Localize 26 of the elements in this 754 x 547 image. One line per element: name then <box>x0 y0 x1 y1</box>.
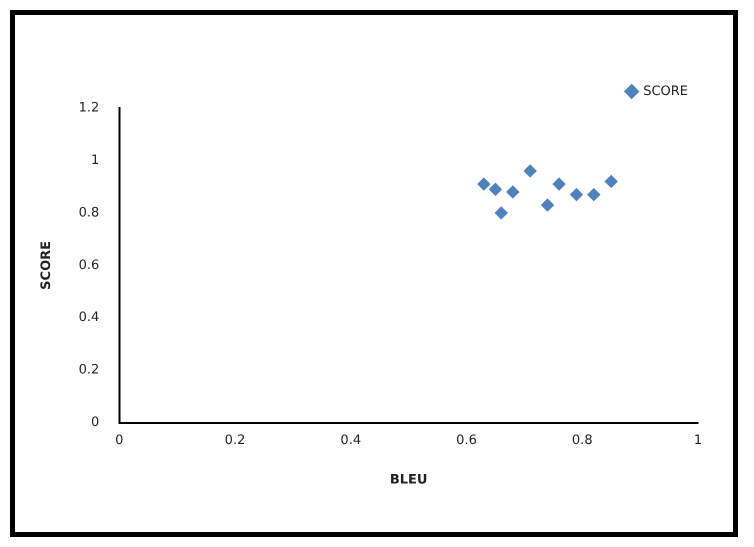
point <box>570 188 583 202</box>
point <box>488 182 502 196</box>
y-tick-label: 0.8 <box>78 205 100 220</box>
point <box>541 198 554 212</box>
point <box>494 206 508 220</box>
y-tick-label: 0.6 <box>78 258 100 273</box>
x-axis-title: BLEU <box>390 472 428 488</box>
y-tick-label: 0 <box>90 415 100 430</box>
x-tick-label: 1 <box>694 432 702 448</box>
x-tick-label: 0.4 <box>340 432 362 448</box>
point <box>552 178 566 191</box>
y-tick-label: 0.4 <box>78 310 100 326</box>
point <box>604 174 618 188</box>
point <box>524 164 537 178</box>
point <box>587 188 600 202</box>
y-axis-title: SCORE <box>39 240 54 290</box>
x-tick-label: 0.8 <box>572 432 593 448</box>
y-tick-label: 1 <box>90 152 100 168</box>
x-tick-label: 0.2 <box>224 432 246 448</box>
x-tick-label: 0.6 <box>456 432 477 448</box>
y-tick-label: 1.2 <box>78 100 100 116</box>
y-tick-label: 0.2 <box>78 362 100 378</box>
point <box>506 185 520 198</box>
legend-label: SCORE <box>643 84 688 99</box>
point <box>477 178 490 191</box>
x-tick-label: 0 <box>115 432 124 448</box>
